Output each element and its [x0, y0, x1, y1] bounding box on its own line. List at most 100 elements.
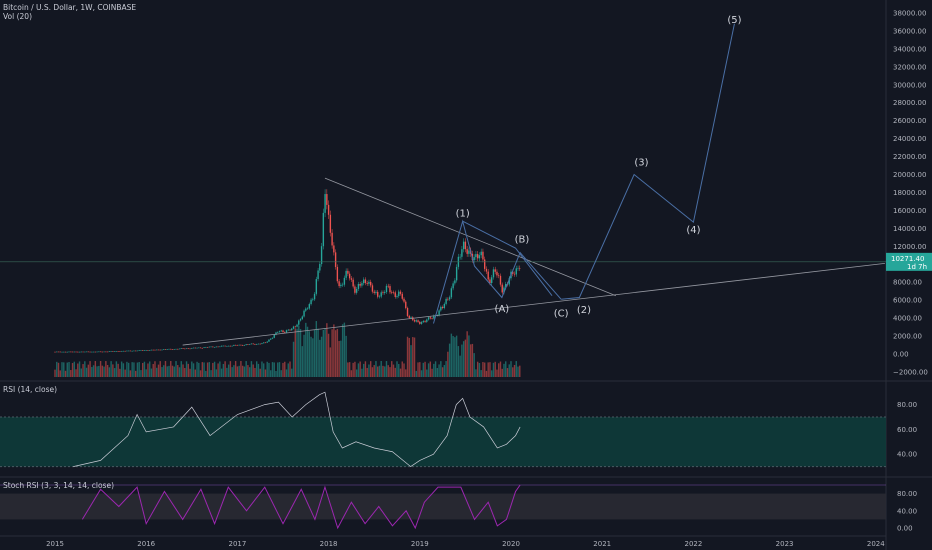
- volume-bar: [462, 341, 465, 377]
- candle-body: [264, 342, 267, 344]
- candle-body: [70, 351, 72, 353]
- candle-body: [271, 337, 274, 339]
- volume-bar: [468, 335, 470, 377]
- volume-bar: [273, 362, 275, 377]
- volume-bar: [92, 365, 95, 377]
- price-tick-label: 38000.00: [893, 9, 926, 17]
- candle-body: [87, 351, 90, 353]
- candle-body: [166, 349, 168, 350]
- candle-body: [371, 285, 374, 292]
- volume-bar: [457, 346, 460, 377]
- volume-bar: [391, 361, 393, 377]
- volume-bar: [285, 369, 288, 377]
- candle-body: [291, 328, 293, 331]
- volume-bar: [182, 364, 184, 377]
- candle-body: [499, 275, 502, 285]
- candle-body: [157, 349, 160, 351]
- volume-bar: [455, 335, 458, 377]
- volume-bar: [426, 369, 428, 377]
- candle-body: [224, 345, 226, 347]
- volume-bar: [366, 367, 368, 377]
- volume-bar: [482, 362, 484, 377]
- candle-body: [206, 347, 209, 348]
- volume-bar: [64, 370, 67, 377]
- candle-body: [301, 316, 303, 320]
- candle-body: [419, 321, 421, 324]
- volume-bar: [112, 364, 114, 377]
- elliott-projection-path: [561, 23, 735, 300]
- candle-body: [277, 332, 279, 333]
- volume-bar: [371, 367, 374, 377]
- candle-body: [82, 351, 84, 353]
- candle-body: [340, 284, 342, 287]
- volume-bar: [415, 370, 417, 377]
- candlesticks: [54, 189, 521, 353]
- candle-body: [122, 350, 125, 352]
- candle-body: [454, 280, 456, 284]
- candle-body: [134, 350, 137, 352]
- candle-body: [361, 283, 363, 286]
- candle-body: [182, 348, 184, 349]
- volume-bar: [350, 370, 353, 377]
- candle-body: [433, 315, 435, 319]
- candle-body: [398, 291, 400, 297]
- candle-body: [113, 351, 116, 352]
- candle-body: [401, 293, 403, 299]
- volume-bar: [238, 365, 240, 377]
- volume-bar: [292, 341, 295, 377]
- volume-bar: [257, 363, 260, 377]
- volume-bar: [369, 361, 372, 377]
- candle-body: [468, 250, 470, 254]
- volume-bar: [54, 369, 56, 377]
- volume-bar: [143, 361, 146, 377]
- wave-label: (C): [554, 308, 569, 319]
- candle-body: [312, 299, 314, 300]
- candle-body: [519, 268, 521, 269]
- wave-label: (5): [727, 15, 741, 26]
- volume-bar: [178, 367, 181, 377]
- volume-bar: [156, 367, 158, 377]
- volume-bar: [512, 367, 514, 377]
- volume-bar: [252, 364, 254, 377]
- volume-bar: [187, 363, 189, 377]
- volume-bar: [87, 364, 90, 377]
- candle-body: [175, 348, 177, 350]
- volume-bar: [185, 361, 188, 377]
- candle-body: [92, 351, 95, 353]
- candle-body: [96, 351, 98, 353]
- candle-body: [270, 338, 272, 340]
- volume-bar: [320, 336, 323, 377]
- candle-body: [294, 326, 296, 328]
- volume-bar: [138, 362, 140, 377]
- candle-body: [159, 349, 161, 351]
- candle-body: [129, 350, 132, 352]
- volume-bar: [340, 340, 342, 377]
- volume-bar: [280, 370, 282, 377]
- candle-body: [138, 350, 140, 351]
- price-tick-label: 30000.00: [893, 81, 926, 89]
- volume-bar: [441, 367, 444, 377]
- candle-body: [319, 264, 321, 271]
- candle-body: [280, 330, 282, 332]
- candle-body: [131, 350, 133, 352]
- time-tick-label: 2019: [411, 540, 429, 548]
- wave-label: (A): [495, 304, 510, 315]
- volume-bar: [127, 362, 130, 377]
- volume-bar: [394, 367, 396, 377]
- candle-body: [331, 232, 333, 246]
- volume-bar: [517, 366, 519, 377]
- candle-body: [261, 343, 263, 344]
- volume-bar: [108, 367, 111, 377]
- volume-bar: [271, 362, 274, 377]
- candle-body: [384, 292, 386, 294]
- candle-body: [173, 349, 175, 350]
- candle-body: [170, 348, 172, 350]
- candle-body: [354, 286, 356, 293]
- volume-bar: [459, 355, 461, 377]
- volume-bar: [406, 336, 409, 377]
- candle-body: [210, 346, 212, 348]
- candle-body: [161, 349, 163, 351]
- volume-bar: [450, 333, 453, 377]
- candle-body: [362, 279, 365, 284]
